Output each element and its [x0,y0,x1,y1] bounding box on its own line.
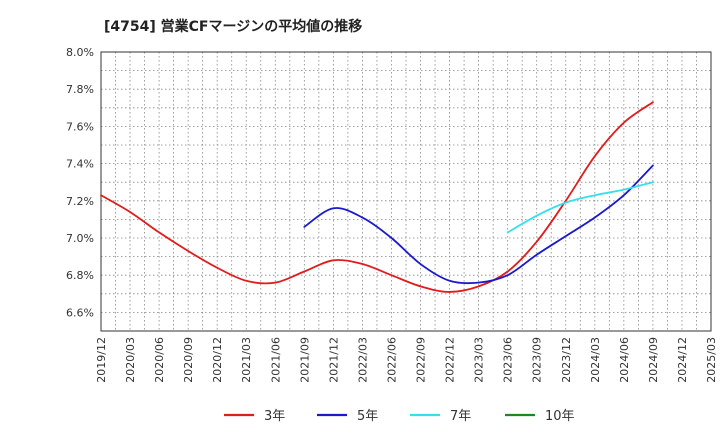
x-tick-label: 2024/06 [618,337,631,383]
y-axis-ticks: 6.6% 6.8% 7.0% 7.2% 7.4% 7.6% 7.8% 8.0% [66,46,94,319]
x-tick-label: 2022/06 [385,337,398,383]
y-tick-label: 6.6% [66,306,94,319]
x-tick-label: 2023/03 [473,337,486,383]
x-tick-label: 2022/03 [356,337,369,383]
x-tick-label: 2025/03 [705,337,718,383]
legend-label-0: 3年 [264,409,285,424]
legend-label-1: 5年 [357,409,378,424]
y-tick-label: 8.0% [66,46,94,59]
series-line-1 [303,164,654,285]
x-tick-label: 2020/06 [153,337,166,383]
series-line-2 [506,181,654,234]
x-tick-label: 2024/12 [676,337,689,383]
x-tick-label: 2024/03 [589,337,602,383]
x-tick-label: 2020/12 [211,337,224,383]
legend-label-3: 10年 [545,409,575,424]
x-tick-label: 2023/12 [560,337,573,383]
x-tick-label: 2021/09 [298,337,311,383]
x-tick-label: 2023/09 [531,337,544,383]
x-tick-label: 2022/09 [415,337,428,383]
grid [101,52,711,331]
x-tick-label: 2024/09 [647,337,660,383]
x-tick-label: 2019/12 [95,337,108,383]
x-tick-label: 2020/03 [124,337,137,383]
x-tick-label: 2021/06 [269,337,282,383]
legend-label-2: 7年 [450,409,471,424]
chart-title: [4754] 営業CFマージンの平均値の推移 [104,18,362,35]
x-tick-label: 2022/12 [444,337,457,383]
series-lines [100,101,654,293]
x-axis-ticks: 2019/12 2020/03 2020/06 2020/09 2020/12 2021/… [95,337,718,383]
y-tick-label: 7.6% [66,120,94,133]
legend: 3年 5年 7年 10年 [224,409,575,424]
x-tick-label: 2021/12 [327,337,340,383]
x-tick-label: 2021/03 [240,337,253,383]
y-tick-label: 7.0% [66,232,94,245]
y-tick-label: 6.8% [66,269,94,282]
plot-area-border [100,51,712,332]
y-tick-label: 7.8% [66,83,94,96]
y-tick-label: 7.4% [66,158,94,171]
y-tick-label: 7.2% [66,195,94,208]
x-tick-label: 2023/06 [502,337,515,383]
x-tick-label: 2020/09 [182,337,195,383]
